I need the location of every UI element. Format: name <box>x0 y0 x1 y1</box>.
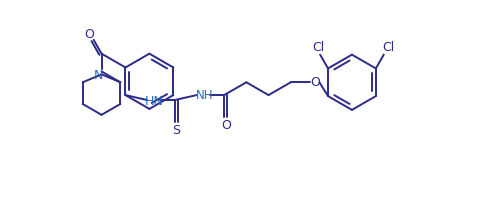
Text: O: O <box>310 75 320 88</box>
Text: O: O <box>84 28 94 41</box>
Text: O: O <box>221 119 231 132</box>
Text: S: S <box>172 124 180 136</box>
Text: HN: HN <box>145 94 163 107</box>
Text: Cl: Cl <box>383 41 395 54</box>
Text: N: N <box>94 69 103 82</box>
Text: Cl: Cl <box>312 41 324 54</box>
Text: NH: NH <box>196 88 213 101</box>
